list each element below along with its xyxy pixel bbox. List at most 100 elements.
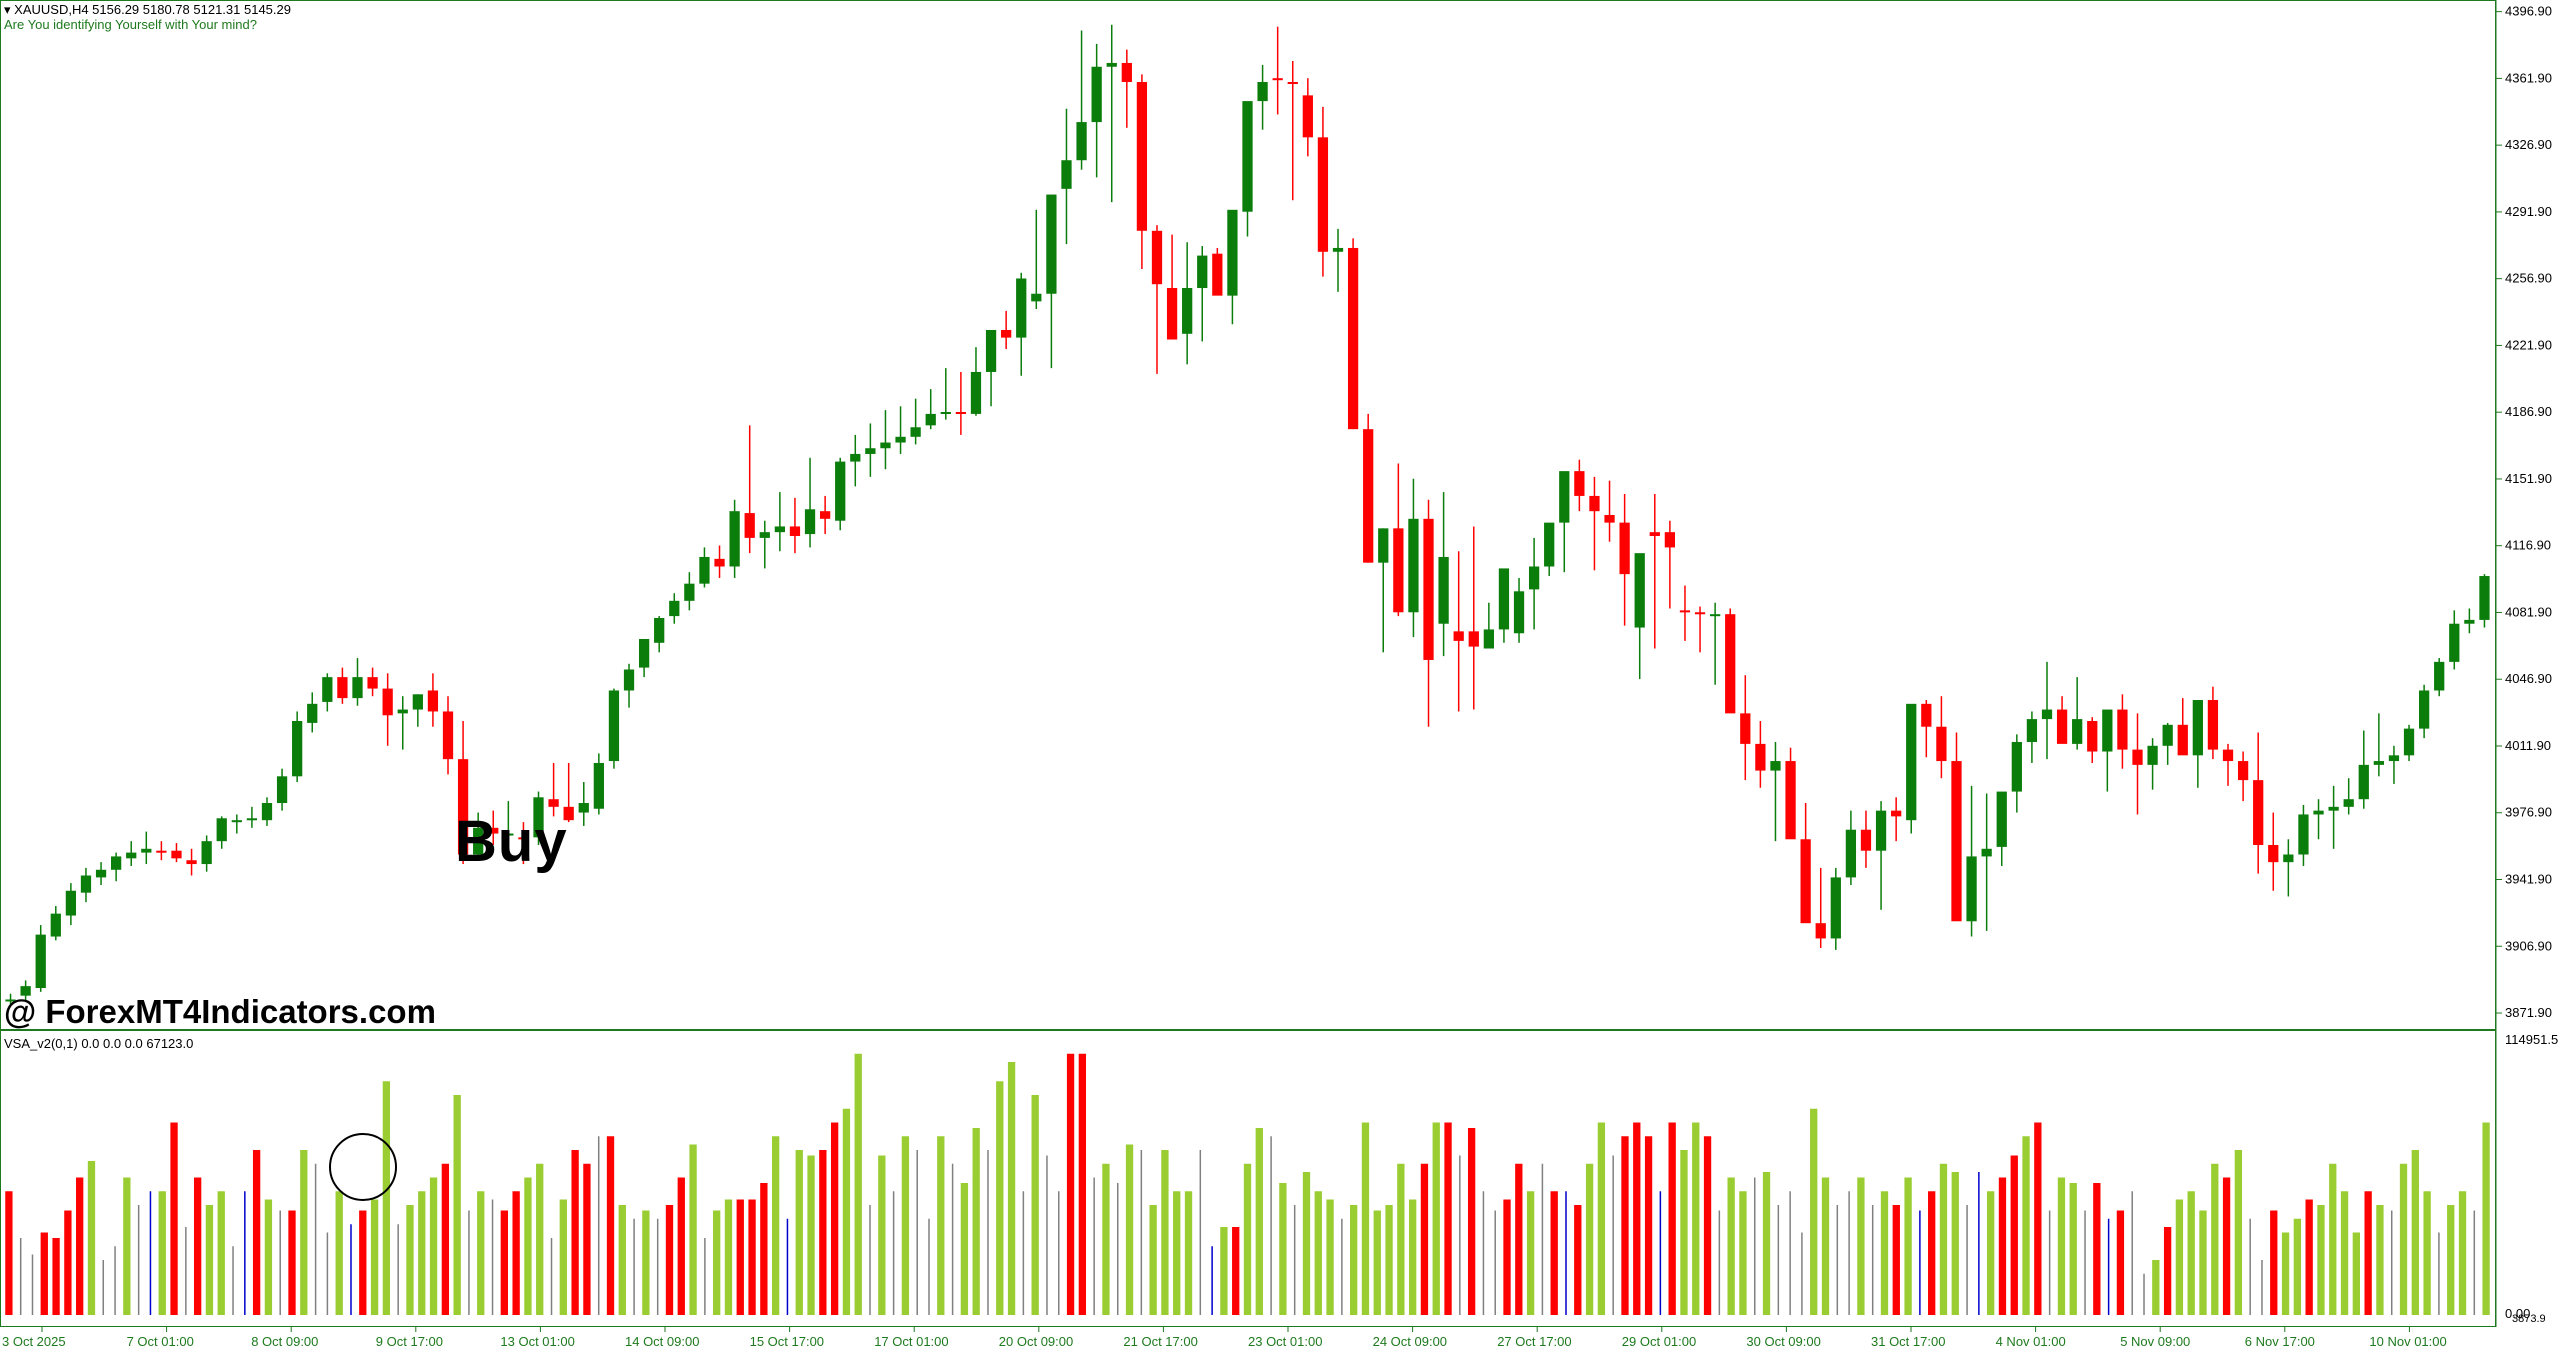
volume-bar-red bbox=[76, 1177, 84, 1315]
candle-bull bbox=[985, 329, 997, 372]
volume-bar-gray bbox=[1293, 1205, 1296, 1315]
candle-bull bbox=[246, 818, 258, 821]
candle-bear bbox=[186, 860, 197, 865]
volume-bar-blue bbox=[786, 1218, 789, 1315]
price-tick-label: 3871.90 bbox=[2505, 1005, 2552, 1020]
time-tick-label: 6 Nov 17:00 bbox=[2245, 1334, 2315, 1349]
volume-bar-gray bbox=[987, 1150, 989, 1315]
volume-bar-green bbox=[2352, 1232, 2361, 1315]
candle-bull bbox=[1332, 247, 1344, 252]
volume-bar-gray bbox=[185, 1227, 187, 1315]
volume-bar-gray bbox=[1966, 1205, 1968, 1315]
volume-bar-green bbox=[1102, 1163, 1110, 1315]
volume-bar-gray bbox=[232, 1246, 234, 1315]
volume-bar-red bbox=[665, 1205, 674, 1315]
candle-bull bbox=[533, 797, 544, 838]
volume-bar-gray bbox=[314, 1163, 317, 1315]
time-tick-label: 4 Nov 01:00 bbox=[1996, 1334, 2066, 1349]
volume-bar-green bbox=[1408, 1199, 1417, 1315]
volume-bar-red bbox=[441, 1163, 450, 1315]
candle-bull bbox=[2328, 806, 2339, 811]
candle-bull bbox=[2041, 709, 2053, 720]
candle-bull bbox=[473, 827, 484, 855]
volume-bar-gray bbox=[2390, 1210, 2393, 1315]
volume-bar-gray bbox=[1848, 1191, 1850, 1315]
volume-bar-gray bbox=[1093, 1177, 1095, 1315]
volume-bar-green bbox=[1951, 1172, 1959, 1315]
candle-bull bbox=[1046, 194, 1057, 294]
candle-bull bbox=[1770, 761, 1781, 771]
volume-bar-green bbox=[123, 1177, 131, 1315]
volume-bar-red bbox=[1078, 1053, 1087, 1315]
volume-bar-gray bbox=[1612, 1155, 1614, 1315]
volume-bar-gray bbox=[31, 1254, 34, 1315]
volume-bar-gray bbox=[1541, 1163, 1544, 1315]
volume-bar-red bbox=[1998, 1177, 2007, 1315]
volume-bar-green bbox=[1880, 1191, 1889, 1315]
candle-bear bbox=[1921, 703, 1932, 727]
candle-bear bbox=[2117, 709, 2128, 750]
candle-bear bbox=[367, 677, 378, 689]
candle-bull bbox=[5, 999, 16, 1002]
volume-bar-green bbox=[1350, 1205, 1358, 1315]
price-tick-label: 4396.90 bbox=[2505, 4, 2552, 19]
candle-bear bbox=[488, 827, 499, 834]
volume-bar-red bbox=[288, 1210, 296, 1315]
candle-bull bbox=[1091, 66, 1102, 123]
volume-bar-green bbox=[2423, 1191, 2431, 1315]
volume-bar-red bbox=[1503, 1199, 1511, 1315]
candle-bear bbox=[1800, 839, 1811, 924]
candle-bull bbox=[2298, 814, 2309, 855]
volume-bar-green bbox=[1361, 1122, 1370, 1315]
volume-bar-red bbox=[64, 1210, 72, 1315]
volume-bar-green bbox=[878, 1155, 886, 1315]
candle-bull bbox=[231, 820, 242, 823]
price-tick-label: 4256.90 bbox=[2505, 271, 2552, 286]
dropdown-arrow-icon[interactable]: ▾ bbox=[4, 2, 11, 17]
candle-bear bbox=[2222, 749, 2234, 762]
candle-bull bbox=[578, 803, 589, 813]
volume-bar-gray bbox=[550, 1238, 553, 1315]
candle-bull bbox=[850, 453, 861, 462]
volume-bar-gray bbox=[1482, 1191, 1485, 1315]
candle-bear bbox=[1936, 726, 1947, 762]
volume-bar-red bbox=[1928, 1191, 1936, 1315]
candle-bear bbox=[1619, 522, 1630, 575]
candle-bull bbox=[352, 677, 363, 699]
volume-bar-green bbox=[2399, 1163, 2408, 1315]
volume-bar-red bbox=[1444, 1122, 1452, 1315]
volume-bar-gray bbox=[468, 1210, 470, 1315]
volume-bar-red bbox=[677, 1177, 685, 1315]
volume-bar-green bbox=[618, 1205, 626, 1315]
volume-bar-gray bbox=[19, 1238, 22, 1315]
candle-bear bbox=[1740, 713, 1751, 744]
candle-bull bbox=[940, 412, 951, 414]
volume-bar-green bbox=[335, 1191, 343, 1315]
time-tick-label: 9 Oct 17:00 bbox=[376, 1334, 443, 1349]
candle-bull bbox=[1528, 566, 1540, 590]
price-tick-label: 4186.90 bbox=[2505, 404, 2552, 419]
buy-annotation: Buy bbox=[455, 809, 568, 874]
volume-bar-gray bbox=[1801, 1232, 1803, 1315]
candle-bear bbox=[1785, 761, 1796, 840]
candle-bear bbox=[1393, 528, 1404, 613]
candle-bull bbox=[126, 852, 137, 859]
volume-bar-green bbox=[2234, 1150, 2243, 1315]
volume-bar-green bbox=[2187, 1191, 2195, 1315]
candle-bear bbox=[1302, 95, 1313, 138]
candle-bull bbox=[2464, 619, 2475, 624]
candle-bear bbox=[1664, 532, 1676, 548]
volume-bar-red bbox=[2222, 1177, 2231, 1315]
candle-bear bbox=[2087, 721, 2098, 752]
time-tick-label: 29 Oct 01:00 bbox=[1622, 1334, 1696, 1349]
volume-bar-blue bbox=[1919, 1210, 1921, 1315]
candle-bear bbox=[1694, 612, 1706, 615]
volume-bar-gray bbox=[2143, 1273, 2145, 1315]
volume-bar-gray bbox=[916, 1150, 918, 1315]
time-tick-label: 7 Oct 01:00 bbox=[127, 1334, 194, 1349]
volume-bar-green bbox=[1762, 1172, 1771, 1315]
candle-bear bbox=[1317, 137, 1329, 252]
candle-bull bbox=[1498, 568, 1510, 630]
volume-bar-gray bbox=[1116, 1183, 1119, 1315]
